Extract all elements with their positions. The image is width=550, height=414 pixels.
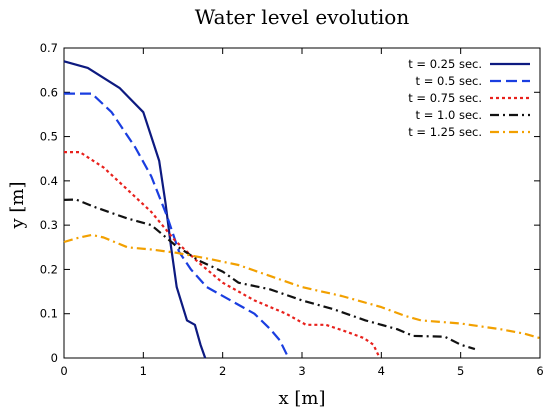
x-tick-label: 0: [60, 364, 67, 378]
legend-label-4: t = 1.0 sec.: [416, 108, 482, 122]
series-line-2: [64, 92, 290, 359]
plot-area: 0 1 2 3 4 5 6 0 0.1 0.2 0.3 0.4 0.5 0.6 0.7 t = 0.25 se…: [40, 41, 544, 378]
x-tick-label: 5: [457, 364, 464, 378]
legend-label-1: t = 0.25 sec.: [408, 57, 482, 71]
legend-label-2: t = 0.5 sec.: [416, 74, 482, 88]
y-tick-label: 0.6: [40, 85, 58, 99]
y-tick-label: 0.1: [40, 307, 58, 321]
legend-label-5: t = 1.25 sec.: [408, 125, 482, 139]
series-line-3: [64, 151, 381, 359]
x-tick-label: 2: [219, 364, 226, 378]
x-tick-label: 4: [378, 364, 385, 378]
x-tick-label: 3: [298, 364, 305, 378]
chart-title: Water level evolution: [195, 5, 410, 29]
series-line-4: [63, 198, 476, 351]
series-line-1: [63, 60, 207, 359]
x-axis-label: x [m]: [279, 388, 326, 409]
y-tick-label: 0: [51, 351, 58, 365]
y-axis-label: y [m]: [7, 181, 28, 229]
legend-label-3: t = 0.75 sec.: [408, 91, 482, 105]
x-tick-label: 1: [140, 364, 147, 378]
x-tick-label: 6: [536, 364, 543, 378]
y-tick-label: 0.7: [40, 41, 58, 55]
y-tick-label: 0.2: [40, 262, 58, 276]
series-line-5: [63, 233, 541, 340]
y-tick-label: 0.5: [40, 130, 58, 144]
y-tick-label: 0.4: [40, 174, 58, 188]
y-tick-label: 0.3: [40, 218, 58, 232]
